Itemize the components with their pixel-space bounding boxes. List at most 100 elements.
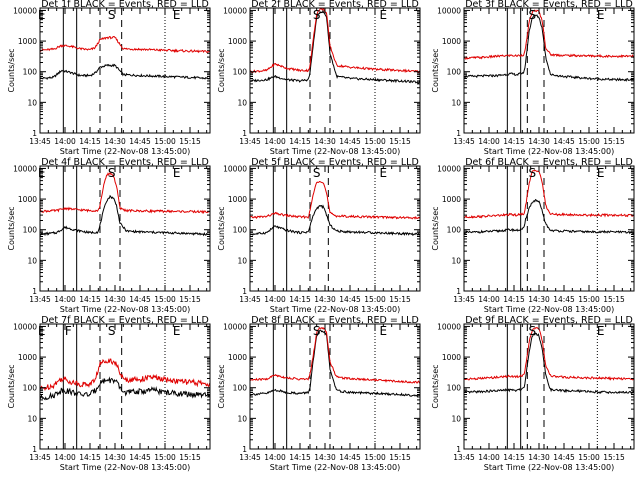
x-tick-label: 15:15 xyxy=(179,295,201,304)
series-line-black xyxy=(463,332,635,395)
y-tick-label: 10000 xyxy=(13,164,37,173)
x-tick-label: 14:15 xyxy=(503,453,525,462)
panel-7: Det 7f BLACK = Events, RED = LLD 1 10 100 10… xyxy=(7,315,211,472)
x-axis-label: Start Time (22-Nov-08 13:45:00) xyxy=(270,305,400,314)
x-tick-label: 15:00 xyxy=(154,295,176,304)
x-tick-label: 14:45 xyxy=(129,453,151,462)
x-tick-label: 13:45 xyxy=(239,137,261,146)
x-tick-label: 14:45 xyxy=(339,453,361,462)
series-line-red xyxy=(39,172,211,214)
interval-marker-label: S xyxy=(313,8,321,22)
y-tick-label: 10000 xyxy=(437,6,461,15)
interval-marker-label: E xyxy=(380,166,388,180)
x-axis-label: Start Time (22-Nov-08 13:45:00) xyxy=(60,463,190,472)
y-axis-label: Counts/sec xyxy=(217,206,226,250)
panel-title: Det 8f BLACK = Events, RED = LLD xyxy=(251,315,419,326)
interval-marker-label: S xyxy=(529,8,537,22)
interval-marker-label: E xyxy=(38,324,46,338)
x-tick-label: 14:30 xyxy=(314,295,336,304)
x-tick-label: 14:30 xyxy=(104,137,126,146)
x-tick-label: 15:00 xyxy=(364,137,386,146)
interval-marker-label: E xyxy=(38,8,46,22)
y-tick-label: 10000 xyxy=(223,164,247,173)
plot-frame xyxy=(249,165,421,292)
interval-marker-label: E xyxy=(597,166,605,180)
x-tick-label: 14:15 xyxy=(289,453,311,462)
y-tick-label: 1000 xyxy=(442,37,461,46)
x-tick-label: 15:00 xyxy=(578,137,600,146)
interval-marker-label: S xyxy=(529,166,537,180)
panel-2: Det 2f BLACK = Events, RED = LLD 1 10 100 10… xyxy=(217,0,421,156)
x-tick-label: 13:45 xyxy=(29,295,51,304)
x-tick-label: 15:00 xyxy=(364,453,386,462)
y-tick-label: 100 xyxy=(23,226,38,235)
y-tick-label: 10 xyxy=(237,256,247,265)
y-tick-label: 1 xyxy=(456,287,461,296)
x-tick-label: 15:15 xyxy=(389,453,411,462)
y-axis-label: Counts/sec xyxy=(217,364,226,408)
y-tick-label: 1 xyxy=(32,129,37,138)
y-tick-label: 10 xyxy=(27,98,37,107)
y-tick-label: 100 xyxy=(233,384,248,393)
y-tick-label: 100 xyxy=(447,68,462,77)
plot-frame xyxy=(39,7,211,134)
y-tick-label: 1 xyxy=(32,445,37,454)
x-tick-label: 14:45 xyxy=(339,137,361,146)
plot-frame xyxy=(39,323,211,450)
interval-marker-label: E xyxy=(597,8,605,22)
interval-marker-label: E xyxy=(380,324,388,338)
y-axis-label: Counts/sec xyxy=(7,48,16,92)
plot-frame xyxy=(39,165,211,292)
x-axis-label: Start Time (22-Nov-08 13:45:00) xyxy=(270,463,400,472)
y-axis-label: Counts/sec xyxy=(217,48,226,92)
x-tick-label: 14:15 xyxy=(289,137,311,146)
x-tick-label: 14:15 xyxy=(289,295,311,304)
series-line-black xyxy=(249,9,421,84)
panel-9: Det 9f BLACK = Events, RED = LLD 1 10 100 10… xyxy=(431,315,635,472)
x-tick-label: 14:00 xyxy=(478,295,500,304)
y-tick-label: 10000 xyxy=(437,164,461,173)
panel-3: Det 3f BLACK = Events, RED = LLD 1 10 100 10… xyxy=(431,0,635,156)
series-line-red xyxy=(39,35,211,54)
x-tick-label: 15:15 xyxy=(603,295,625,304)
x-tick-label: 14:15 xyxy=(503,137,525,146)
y-tick-label: 1000 xyxy=(18,353,37,362)
interval-marker-label: S xyxy=(108,8,116,22)
y-tick-label: 10000 xyxy=(223,322,247,331)
y-tick-label: 1000 xyxy=(18,195,37,204)
y-tick-label: 10 xyxy=(27,414,37,423)
x-tick-label: 13:45 xyxy=(453,453,475,462)
y-tick-label: 1 xyxy=(242,445,247,454)
series-line-red xyxy=(249,7,421,74)
y-tick-label: 10 xyxy=(237,414,247,423)
panel-1: Det 1f BLACK = Events, RED = LLD 1 10 100 10… xyxy=(7,0,211,156)
y-tick-label: 1000 xyxy=(228,353,247,362)
y-tick-label: 1000 xyxy=(442,353,461,362)
x-tick-label: 15:00 xyxy=(364,295,386,304)
x-tick-label: 14:30 xyxy=(314,453,336,462)
x-tick-label: 15:15 xyxy=(603,137,625,146)
plot-frame xyxy=(463,165,635,292)
y-tick-label: 1000 xyxy=(18,37,37,46)
x-tick-label: 14:30 xyxy=(104,295,126,304)
y-tick-label: 10 xyxy=(451,256,461,265)
y-tick-label: 100 xyxy=(447,226,462,235)
y-axis-label: Counts/sec xyxy=(431,206,440,250)
x-tick-label: 14:30 xyxy=(528,137,550,146)
y-tick-label: 1000 xyxy=(228,195,247,204)
panel-6: Det 6f BLACK = Events, RED = LLD 1 10 100 10… xyxy=(431,157,635,314)
x-axis-label: Start Time (22-Nov-08 13:45:00) xyxy=(484,463,614,472)
series-line-black xyxy=(39,194,211,237)
x-tick-label: 15:00 xyxy=(578,295,600,304)
x-tick-label: 13:45 xyxy=(29,453,51,462)
y-tick-label: 1 xyxy=(242,129,247,138)
panel-5: Det 5f BLACK = Events, RED = LLD 1 10 100 10… xyxy=(217,157,421,314)
panel-title: Det 7f BLACK = Events, RED = LLD xyxy=(41,315,209,326)
x-tick-label: 14:30 xyxy=(314,137,336,146)
x-axis-label: Start Time (22-Nov-08 13:45:00) xyxy=(60,305,190,314)
x-tick-label: 14:45 xyxy=(129,295,151,304)
x-tick-label: 14:15 xyxy=(79,137,101,146)
interval-marker-label: S xyxy=(529,324,537,338)
y-tick-label: 10 xyxy=(237,98,247,107)
